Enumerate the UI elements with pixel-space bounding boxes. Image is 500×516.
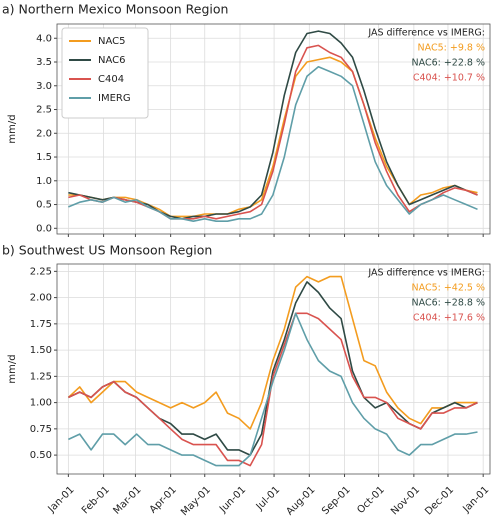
y-tick-label: 3.5 — [36, 57, 52, 68]
series-line — [67, 275, 478, 430]
legend-label: IMERG — [98, 93, 131, 104]
series-line — [68, 312, 478, 467]
panel-title: a) Northern Mexico Monsoon Region — [2, 2, 228, 17]
y-tick-label: 2.25 — [30, 266, 52, 277]
y-tick-label: 0.0 — [36, 223, 52, 234]
x-tick-label: Jan-01 — [46, 484, 77, 515]
x-tick-label: Sep-01 — [320, 484, 353, 516]
annotation: NAC5: +42.5 % — [412, 283, 486, 294]
x-tick-label: Feb-01 — [80, 484, 112, 516]
x-tick-label: Jun-01 — [217, 484, 248, 515]
y-tick-label: 2.5 — [36, 105, 52, 116]
y-tick-label: 1.5 — [36, 152, 52, 163]
y-tick-label: 1.50 — [30, 345, 52, 356]
panel-title: b) Southwest US Monsoon Region — [2, 243, 212, 258]
series-line — [68, 66, 478, 222]
annotation: NAC6: +22.8 % — [412, 58, 486, 69]
y-tick-label: 1.75 — [30, 319, 52, 330]
y-tick-label: 4.0 — [36, 33, 52, 44]
x-tick-label: Mar-01 — [111, 484, 143, 516]
plot-frame — [56, 23, 491, 235]
y-tick-label: 2.0 — [36, 128, 52, 139]
legend-label: NAC5 — [98, 36, 126, 47]
x-tick-label: Dec-01 — [423, 484, 456, 516]
legend-label: C404 — [98, 74, 124, 85]
annotation: C404: +17.6 % — [413, 313, 485, 324]
y-tick-label: 0.5 — [36, 200, 52, 211]
x-tick-label: Oct-01 — [355, 484, 387, 516]
x-tick-label: Nov-01 — [389, 484, 422, 516]
y-axis-label: mm/d — [7, 354, 18, 383]
annotation: NAC6: +28.8 % — [412, 298, 486, 309]
plot-frame — [56, 263, 491, 475]
annotation: JAS difference vs IMERG: — [367, 28, 485, 39]
y-tick-label: 0.75 — [30, 424, 52, 435]
legend-box — [61, 27, 149, 119]
y-tick-label: 1.0 — [36, 176, 52, 187]
y-axis-label: mm/d — [7, 114, 18, 143]
y-tick-label: 2.00 — [30, 293, 52, 304]
x-tick-label: Aug-01 — [284, 484, 317, 516]
y-tick-label: 3.0 — [36, 81, 52, 92]
annotation: JAS difference vs IMERG: — [367, 268, 485, 279]
x-tick-label: May-01 — [179, 484, 213, 516]
x-tick-label: Jan-01 — [460, 484, 491, 515]
y-tick-label: 1.25 — [30, 371, 52, 382]
x-tick-label: Apr-01 — [148, 484, 179, 515]
annotation: NAC5: +9.8 % — [418, 43, 485, 54]
series-line — [68, 312, 478, 467]
legend-label: NAC6 — [98, 55, 126, 66]
series-line — [68, 44, 478, 220]
annotation: C404: +10.7 % — [413, 73, 485, 84]
x-tick-label: Jul-01 — [254, 484, 283, 513]
y-tick-label: 0.50 — [30, 450, 52, 461]
y-tick-label: 1.00 — [30, 398, 52, 409]
